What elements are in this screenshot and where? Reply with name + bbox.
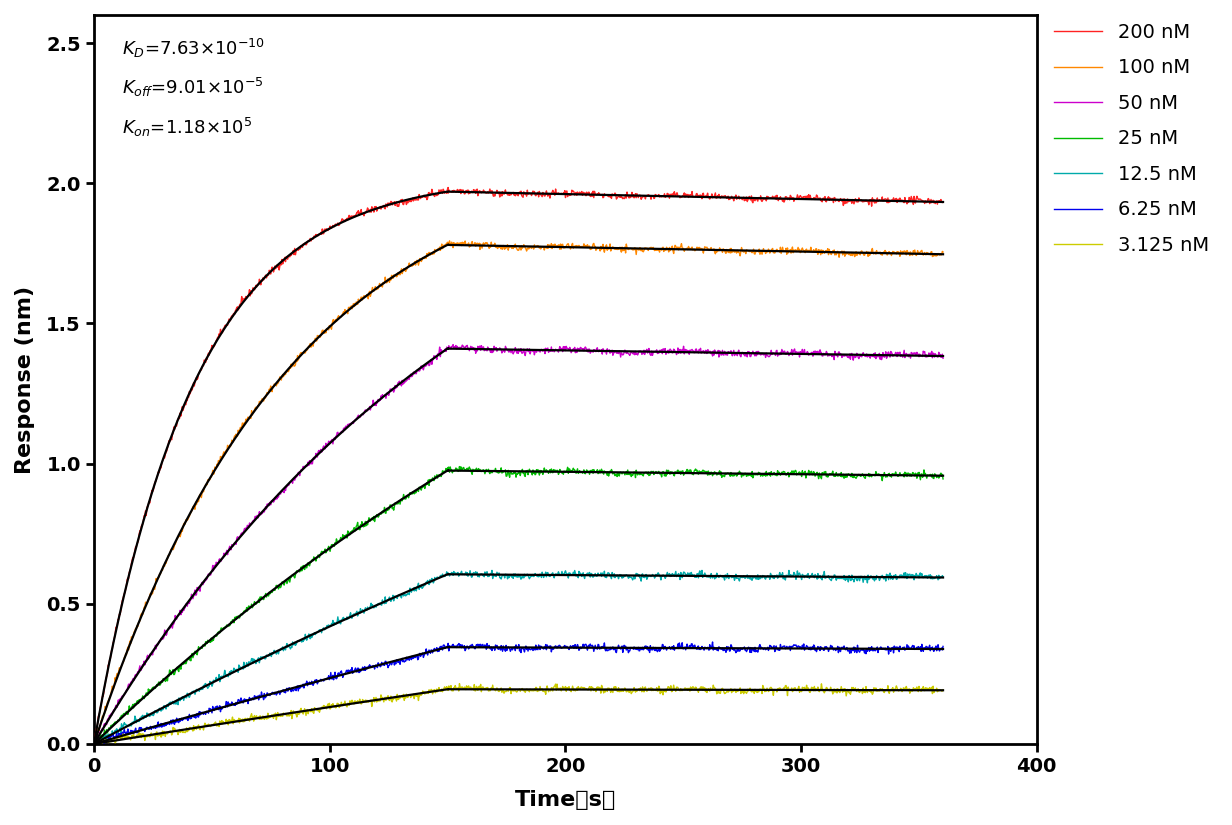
- 200 nM: [935, 197, 950, 207]
- 6.25 nM: [96, 739, 111, 749]
- 25 nM: [461, 464, 476, 474]
- 50 nM: [383, 384, 398, 394]
- 50 nM: [610, 347, 625, 357]
- 200 nM: [588, 186, 602, 196]
- 50 nM: [588, 345, 602, 355]
- 25 nM: [788, 465, 803, 475]
- 3.125 nM: [359, 697, 373, 707]
- 25 nM: [383, 500, 398, 510]
- 50 nM: [461, 344, 476, 354]
- 3.125 nM: [383, 691, 398, 701]
- 50 nM: [788, 348, 803, 358]
- 3.125 nM: [935, 685, 950, 695]
- 25 nM: [610, 468, 625, 478]
- 200 nM: [788, 194, 803, 204]
- 25 nM: [452, 462, 467, 472]
- Line: 50 nM: 50 nM: [94, 345, 942, 744]
- X-axis label: Time（s）: Time（s）: [515, 790, 616, 810]
- 200 nM: [610, 192, 625, 202]
- 100 nM: [383, 273, 398, 283]
- 6.25 nM: [86, 739, 101, 749]
- 3.125 nM: [461, 681, 476, 691]
- 200 nM: [441, 182, 456, 192]
- Y-axis label: Response (nm): Response (nm): [15, 285, 34, 474]
- 12.5 nM: [695, 565, 710, 575]
- Line: 12.5 nM: 12.5 nM: [94, 570, 942, 745]
- 3.125 nM: [89, 742, 103, 752]
- 6.25 nM: [788, 640, 803, 650]
- 12.5 nM: [588, 571, 602, 581]
- 3.125 nM: [611, 683, 626, 693]
- 25 nM: [359, 516, 373, 526]
- 200 nM: [461, 185, 476, 195]
- 12.5 nM: [788, 574, 803, 584]
- 6.25 nM: [705, 637, 719, 647]
- 12.5 nM: [359, 605, 373, 615]
- 100 nM: [588, 241, 602, 251]
- Legend: 200 nM, 100 nM, 50 nM, 25 nM, 12.5 nM, 6.25 nM, 3.125 nM: 200 nM, 100 nM, 50 nM, 25 nM, 12.5 nM, 6…: [1046, 15, 1217, 262]
- 25 nM: [86, 739, 101, 749]
- Text: $K_D$=7.63×10$^{-10}$
$K_{off}$=9.01×10$^{-5}$
$K_{on}$=1.18×10$^{5}$: $K_D$=7.63×10$^{-10}$ $K_{off}$=9.01×10$…: [122, 37, 265, 139]
- 200 nM: [359, 208, 373, 218]
- 25 nM: [588, 466, 602, 476]
- 50 nM: [86, 739, 101, 749]
- 6.25 nM: [588, 644, 602, 653]
- 25 nM: [935, 474, 950, 484]
- 12.5 nM: [610, 572, 625, 582]
- 3.125 nM: [86, 739, 101, 749]
- 6.25 nM: [461, 642, 476, 652]
- Line: 200 nM: 200 nM: [94, 187, 942, 744]
- 100 nM: [788, 245, 803, 255]
- 100 nM: [610, 245, 625, 255]
- Line: 25 nM: 25 nM: [94, 467, 942, 744]
- 6.25 nM: [359, 662, 373, 672]
- 200 nM: [86, 739, 101, 749]
- 50 nM: [935, 353, 950, 363]
- 12.5 nM: [87, 740, 102, 750]
- 50 nM: [446, 340, 461, 350]
- 12.5 nM: [86, 739, 101, 749]
- 100 nM: [442, 236, 457, 246]
- 3.125 nM: [452, 679, 467, 689]
- 3.125 nM: [788, 686, 803, 695]
- 100 nM: [86, 739, 101, 749]
- 12.5 nM: [935, 572, 950, 582]
- 6.25 nM: [610, 643, 625, 653]
- 6.25 nM: [935, 642, 950, 652]
- 12.5 nM: [461, 571, 476, 581]
- Line: 100 nM: 100 nM: [94, 241, 942, 744]
- 100 nM: [935, 247, 950, 257]
- Line: 6.25 nM: 6.25 nM: [94, 642, 942, 744]
- 100 nM: [359, 291, 373, 301]
- 6.25 nM: [383, 658, 398, 668]
- 50 nM: [359, 405, 373, 415]
- 12.5 nM: [383, 596, 398, 606]
- 100 nM: [461, 240, 476, 250]
- Line: 3.125 nM: 3.125 nM: [94, 684, 942, 747]
- 200 nM: [383, 200, 398, 210]
- 3.125 nM: [588, 684, 602, 694]
